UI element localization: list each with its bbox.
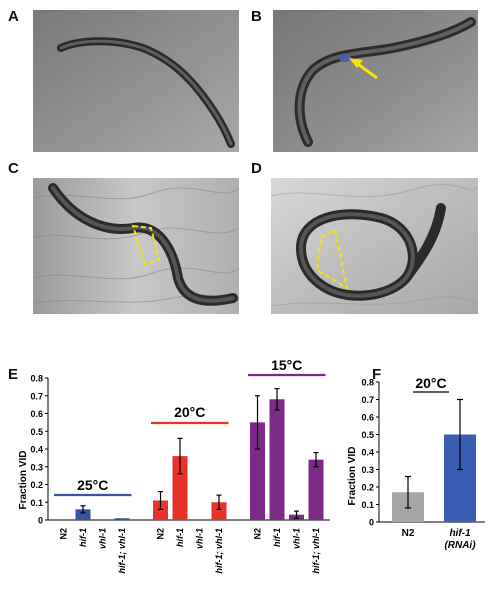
temperature-label: 20°C [174,404,205,420]
panel-label-f: F [372,366,382,383]
panel-label-b: B [251,8,262,25]
category-label: hif-1 [175,528,185,547]
bar [172,456,188,520]
chart-f-title: 20°C [415,375,446,391]
category-label: hif-1; vhl-1 [311,528,321,574]
bar [75,509,91,520]
chart-f-ytick-label: 0 [369,518,374,528]
category-label: N2 [402,528,415,539]
chart-f-ytick-label: 0.1 [361,500,374,510]
category-label: vhl-1 [195,528,205,549]
chart-e-ytick-label: 0.4 [30,445,43,455]
micrograph-c [33,178,239,314]
chart-e-ytick-label: 0.3 [30,462,43,472]
chart-e-ytick-label: 0.2 [30,480,43,490]
panel-label-d: D [251,160,262,177]
chart-f-ytick-label: 0.8 [361,378,374,388]
chart-f-ylabel: Fraction VID [347,447,358,506]
category-label: hif-1 [272,528,282,547]
micrograph-b [273,10,478,152]
category-label: hif-1 [449,528,471,539]
panel-label-e: E [8,366,19,383]
micrograph-a [33,10,239,152]
temperature-label: 25°C [77,477,108,493]
chart-f-ytick-label: 0.7 [361,395,374,405]
chart-e-ytick-label: 0 [38,516,43,526]
category-label: hif-1; vhl-1 [117,528,127,574]
chart-e-ytick-label: 0.1 [30,498,43,508]
chart-f-ytick-label: 0.6 [361,413,374,423]
category-label: N2 [253,528,263,540]
chart-e-ytick-label: 0.8 [30,374,43,384]
category-label: hif-1; vhl-1 [214,528,224,574]
bar [308,459,324,520]
bar [153,500,168,520]
bar [211,502,227,520]
chart-f-ytick-label: 0.5 [361,430,374,440]
category-label: N2 [59,528,69,540]
bar [269,399,285,520]
category-label: (RNAi) [444,540,476,551]
micrograph-d [271,178,478,314]
temperature-label: 15°C [271,360,302,373]
chart-f-ytick-label: 0.2 [361,483,374,493]
chart-e-ytick-label: 0.7 [30,391,43,401]
chart-e: Fraction VID 0 0.1 0.2 0.3 0.4 0.5 0.6 0.7 0.8 N… [18,360,330,574]
chart-f: Fraction VID 20°C 0 0.1 0.2 0.3 0.4 0.5 0.6 0.7… [347,375,485,551]
panel-label-c: C [8,160,19,177]
chart-e-ytick-label: 0.5 [30,427,43,437]
bar [250,422,265,520]
panel-label-a: A [8,8,19,25]
category-label: vhl-1 [292,528,302,549]
category-label: vhl-1 [98,528,108,549]
category-label: hif-1 [78,528,88,547]
category-label: N2 [156,528,166,540]
chart-f-ytick-label: 0.3 [361,465,374,475]
chart-e-ytick-label: 0.6 [30,409,43,419]
chart-e-ylabel: Fraction VID [18,451,29,510]
chart-f-ytick-label: 0.4 [361,448,374,458]
bar [114,518,130,520]
